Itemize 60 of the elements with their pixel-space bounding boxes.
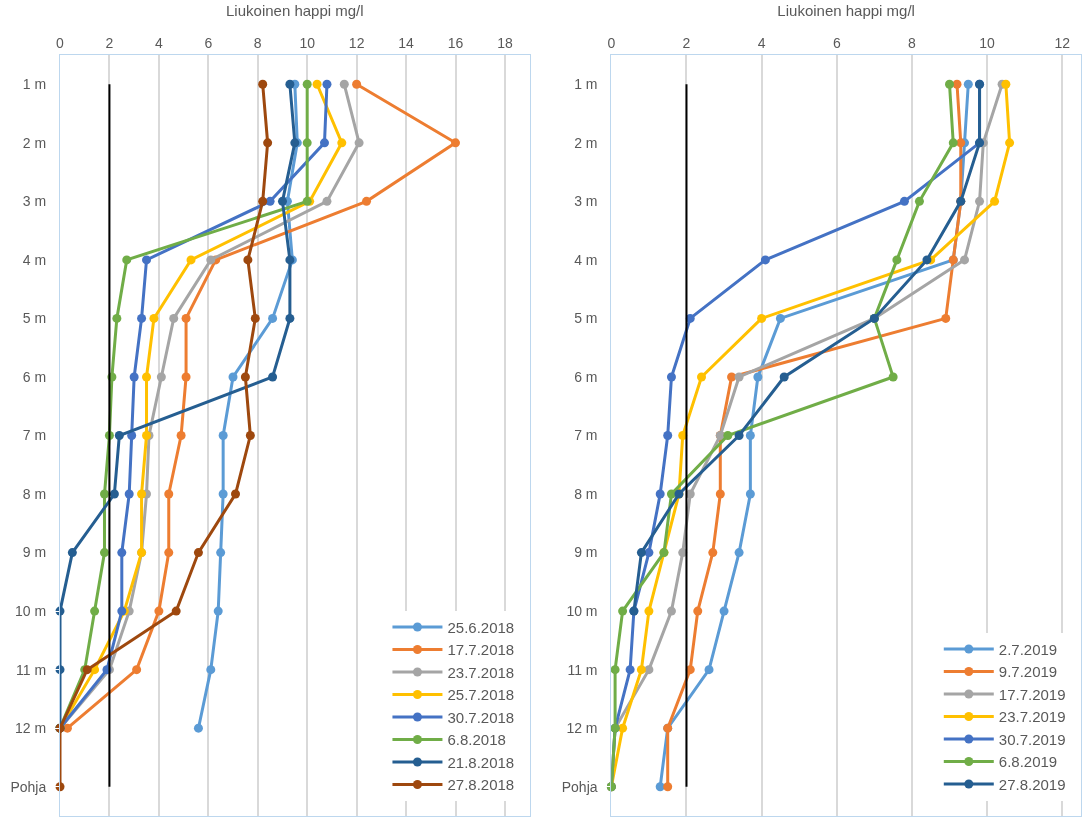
y-tick-label: 11 m bbox=[567, 661, 598, 678]
x-tick-label: 10 bbox=[299, 35, 316, 52]
x-tick-label: 2 bbox=[105, 35, 114, 52]
y-tick-label: 8 m bbox=[574, 485, 598, 502]
y-tick-label: 10 m bbox=[566, 603, 598, 620]
y-tick-label: 1 m bbox=[574, 76, 598, 93]
y-tick-label: 6 m bbox=[22, 368, 47, 385]
x-tick-label: 0 bbox=[56, 35, 65, 52]
y-tick-label: 7 m bbox=[574, 427, 598, 444]
x-tick-label: 8 bbox=[908, 35, 917, 52]
y-tick-label: 4 m bbox=[574, 251, 598, 268]
y-tick-label: 5 m bbox=[22, 310, 47, 327]
x-axis-title: Liukoinen happi mg/l bbox=[226, 1, 364, 19]
y-tick-label: Pohja bbox=[10, 778, 47, 795]
y-tick-label: 9 m bbox=[22, 544, 47, 561]
x-tick-label: 2 bbox=[682, 35, 691, 52]
y-tick-label: 4 m bbox=[22, 251, 47, 268]
legend-label: 17.7.2019 bbox=[998, 685, 1066, 703]
y-tick-label: 2 m bbox=[574, 134, 598, 151]
legend-label: 27.8.2018 bbox=[447, 776, 515, 794]
x-tick-label: 0 bbox=[607, 35, 616, 52]
y-tick-label: 10 m bbox=[15, 603, 47, 620]
legend-label: 25.6.2018 bbox=[447, 618, 515, 636]
legend-label: 17.7.2018 bbox=[447, 641, 515, 659]
y-tick-label: 2 m bbox=[22, 134, 47, 151]
legend-label: 30.7.2018 bbox=[447, 708, 515, 726]
x-tick-label: 12 bbox=[1054, 35, 1071, 52]
y-tick-label: 6 m bbox=[574, 368, 598, 385]
y-tick-label: 11 m bbox=[16, 661, 47, 678]
y-tick-label: Pohja bbox=[561, 778, 598, 795]
y-tick-label: 3 m bbox=[22, 193, 47, 210]
legend-label: 9.7.2019 bbox=[998, 663, 1058, 681]
y-tick-label: 8 m bbox=[22, 485, 47, 502]
legend-label: 23.7.2019 bbox=[998, 708, 1066, 726]
x-tick-label: 4 bbox=[154, 35, 163, 52]
y-tick-label: 7 m bbox=[22, 427, 47, 444]
x-tick-label: 10 bbox=[979, 35, 996, 52]
x-tick-label: 16 bbox=[447, 35, 464, 52]
x-tick-label: 4 bbox=[757, 35, 766, 52]
x-tick-label: 6 bbox=[832, 35, 841, 52]
x-tick-label: 14 bbox=[398, 35, 415, 52]
legend-label: 23.7.2018 bbox=[447, 663, 515, 681]
y-tick-label: 1 m bbox=[22, 76, 47, 93]
legend-label: 27.8.2019 bbox=[998, 775, 1066, 793]
y-tick-label: 12 m bbox=[15, 720, 47, 737]
x-tick-label: 12 bbox=[348, 35, 365, 52]
x-axis-title: Liukoinen happi mg/l bbox=[777, 1, 915, 19]
y-tick-label: 12 m bbox=[566, 720, 598, 737]
y-tick-label: 9 m bbox=[574, 544, 598, 561]
legend-label: 6.8.2018 bbox=[447, 731, 506, 749]
legend-label: 6.8.2019 bbox=[998, 753, 1058, 771]
legend-label: 21.8.2018 bbox=[447, 753, 515, 771]
x-tick-label: 8 bbox=[253, 35, 262, 52]
legend-label: 30.7.2019 bbox=[998, 730, 1066, 748]
legend-label: 2.7.2019 bbox=[998, 640, 1058, 658]
legend-label: 25.7.2018 bbox=[447, 686, 515, 704]
y-tick-label: 3 m bbox=[574, 193, 598, 210]
x-tick-label: 18 bbox=[497, 35, 513, 52]
x-tick-label: 6 bbox=[204, 35, 213, 52]
y-tick-label: 5 m bbox=[574, 310, 598, 327]
